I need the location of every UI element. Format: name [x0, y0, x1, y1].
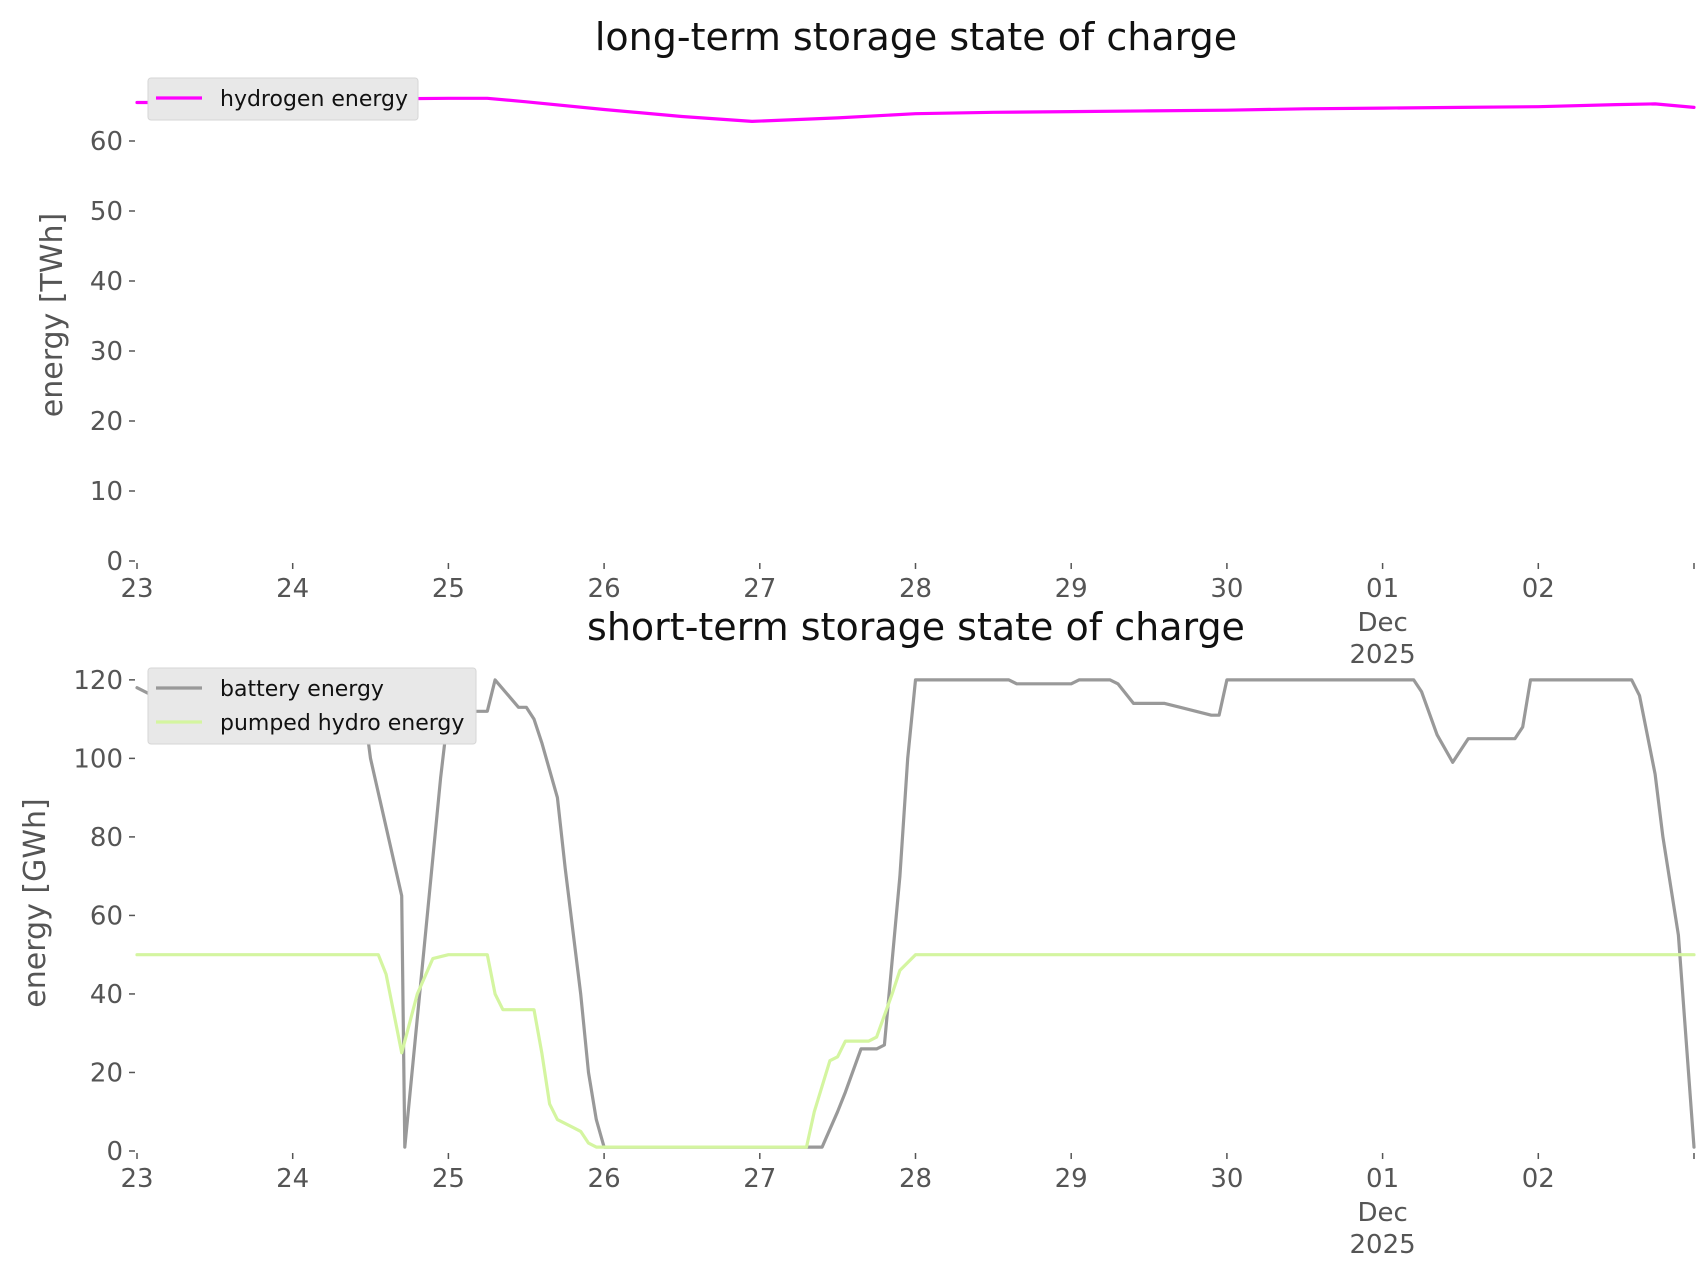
short-term-legend-box — [147, 667, 477, 745]
long-term-x-tick-sublabel: 2025 — [1350, 640, 1416, 670]
short-term-x-tick-label: 01 — [1366, 1164, 1399, 1194]
short-term-x-tick-label: 25 — [432, 1164, 465, 1194]
long-term-x-tick-label: 01 — [1366, 574, 1399, 604]
long-term-x-tick-label: 27 — [743, 574, 776, 604]
long-term-x-tick-label: 29 — [1055, 574, 1088, 604]
short-term-y-axis-label: energy [GWh] — [18, 798, 53, 1007]
short-term-x-tick-label: 26 — [588, 1164, 621, 1194]
series-line-pumped-hydro-energy — [135, 953, 1696, 1149]
short-term-x-tick-label: 02 — [1522, 1164, 1555, 1194]
short-term-x-tick-sublabel: Dec — [1357, 1198, 1407, 1228]
series-line-hydrogen-energy — [135, 96, 1696, 124]
short-term-x-tick-label: 23 — [120, 1164, 153, 1194]
short-term-y-tick-label: 80 — [90, 823, 123, 853]
long-term-legend-box — [147, 77, 419, 121]
short-term-x-tick-label: 27 — [743, 1164, 776, 1194]
short-term-y-tick-label: 0 — [106, 1137, 123, 1167]
short-term-y-tick-label: 60 — [90, 901, 123, 931]
long-term-y-tick-label: 40 — [90, 267, 123, 297]
long-term-y-tick-label: 50 — [90, 197, 123, 227]
long-term-y-tick-label: 30 — [90, 337, 123, 367]
legend-label-pumped-hydro: pumped hydro energy — [220, 711, 464, 736]
short-term-y-tick-label: 120 — [73, 666, 123, 696]
short-term-y-tick-label: 40 — [90, 980, 123, 1010]
long-term-y-tick-label: 60 — [90, 127, 123, 157]
long-term-x-tick-label: 28 — [899, 574, 932, 604]
long-term-y-tick-label: 10 — [90, 477, 123, 507]
short-term-series — [135, 678, 1696, 1149]
short-term-legend: battery energy pumped hydro energy — [147, 667, 477, 745]
long-term-panel: long-term storage state of charge energy… — [35, 15, 1696, 670]
short-term-chart-title: short-term storage state of charge — [587, 605, 1245, 649]
short-term-x-tick-label: 28 — [899, 1164, 932, 1194]
long-term-x-tick-label: 02 — [1522, 574, 1555, 604]
long-term-x-tick-label: 26 — [588, 574, 621, 604]
series-line-battery-energy — [135, 678, 1696, 1149]
short-term-y-tick-label: 100 — [73, 744, 123, 774]
short-term-x-tick-label: 29 — [1055, 1164, 1088, 1194]
legend-label-hydrogen: hydrogen energy — [220, 87, 408, 112]
long-term-x-tick-label: 30 — [1210, 574, 1243, 604]
long-term-x-tick-label: 23 — [120, 574, 153, 604]
long-term-x-tick-label: 24 — [276, 574, 309, 604]
short-term-x-tick-sublabel: 2025 — [1350, 1230, 1416, 1260]
long-term-chart-title: long-term storage state of charge — [595, 15, 1237, 59]
long-term-y-tick-label: 20 — [90, 407, 123, 437]
short-term-x-tick-label: 24 — [276, 1164, 309, 1194]
long-term-x-tick-label: 25 — [432, 574, 465, 604]
short-term-x-tick-label: 30 — [1210, 1164, 1243, 1194]
long-term-y-axis-label: energy [TWh] — [35, 213, 70, 417]
legend-label-battery: battery energy — [220, 677, 384, 702]
long-term-series — [135, 96, 1696, 124]
long-term-legend: hydrogen energy — [147, 77, 419, 121]
long-term-x-tick-sublabel: Dec — [1357, 608, 1407, 638]
long-term-y-tick-label: 0 — [106, 547, 123, 577]
short-term-y-tick-label: 20 — [90, 1058, 123, 1088]
short-term-panel: short-term storage state of charge energ… — [18, 605, 1696, 1260]
